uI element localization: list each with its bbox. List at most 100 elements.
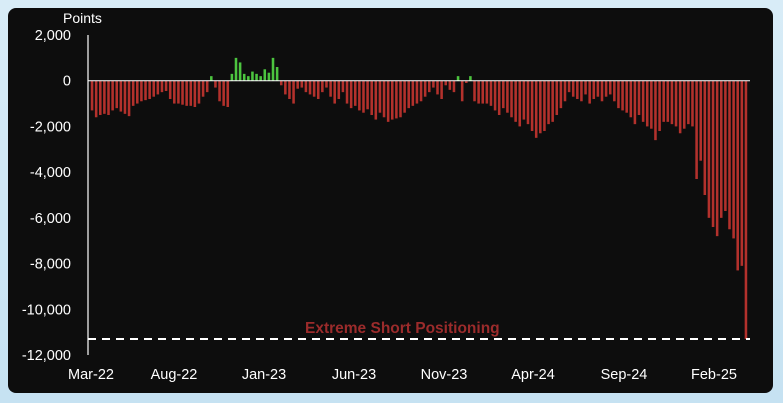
bar <box>613 80 616 102</box>
bar <box>337 80 341 99</box>
bar <box>316 80 320 99</box>
y-tick-label: 2,000 <box>35 28 71 44</box>
bar <box>428 80 431 93</box>
bar <box>571 80 575 97</box>
x-tick-label: Apr-24 <box>511 367 555 383</box>
bar <box>177 80 180 104</box>
bar <box>526 80 530 125</box>
bar <box>168 80 172 99</box>
bar <box>719 80 723 218</box>
bar <box>131 80 135 106</box>
bar <box>201 80 205 97</box>
bar <box>732 80 735 239</box>
bar <box>325 80 328 88</box>
bar <box>724 80 727 212</box>
bar <box>539 80 542 134</box>
bar <box>518 80 522 127</box>
bar <box>366 80 369 110</box>
bar <box>197 80 201 104</box>
x-tick-labels: Mar-22 Aug-22 Jan-23 Jun-23 Nov-23 Apr-24 Sep-… <box>68 367 737 383</box>
bar <box>390 80 394 120</box>
bar <box>370 80 373 115</box>
x-tick-label: Jan-23 <box>242 367 286 383</box>
bar <box>485 80 489 104</box>
bar <box>238 62 242 81</box>
bar <box>666 80 670 122</box>
bar <box>629 80 633 118</box>
bar <box>687 80 690 125</box>
bar <box>312 80 316 97</box>
bar <box>456 76 460 81</box>
bar <box>691 80 694 127</box>
bar <box>411 80 415 106</box>
bar <box>267 72 271 81</box>
bar <box>699 80 702 161</box>
bar <box>650 80 653 129</box>
bar <box>510 80 513 118</box>
bar <box>522 80 526 120</box>
y-tick-label: -8,000 <box>30 257 71 273</box>
bar <box>465 80 468 83</box>
bar <box>275 67 279 81</box>
bar <box>247 76 250 81</box>
x-tick-label: Aug-22 <box>151 367 198 383</box>
bar <box>382 80 386 118</box>
bar <box>625 80 628 113</box>
bar <box>543 80 546 131</box>
bar <box>736 80 739 271</box>
bar <box>419 80 423 102</box>
bar <box>127 80 131 117</box>
bar <box>189 80 193 106</box>
bar <box>173 80 176 104</box>
bar <box>588 80 591 104</box>
bar <box>193 80 197 107</box>
bar <box>592 80 596 99</box>
bar <box>304 80 308 93</box>
bar <box>386 80 390 122</box>
bar <box>140 80 143 102</box>
bar <box>695 80 698 179</box>
bar <box>493 80 497 111</box>
x-tick-label: Mar-22 <box>68 367 114 383</box>
bar <box>576 80 579 99</box>
bar <box>617 80 620 109</box>
bar <box>218 80 221 102</box>
bar <box>374 80 378 120</box>
bars-group <box>90 57 748 340</box>
y-axis-title: Points <box>63 10 102 26</box>
bar <box>740 80 744 266</box>
bar <box>444 80 448 86</box>
bar <box>514 80 517 122</box>
bar <box>99 80 102 115</box>
bar <box>551 80 554 122</box>
x-tick-label: Sep-24 <box>601 367 648 383</box>
bar <box>329 80 332 97</box>
bar <box>473 80 476 102</box>
bar <box>448 80 452 90</box>
bar <box>279 80 283 86</box>
bar <box>271 57 275 81</box>
bar <box>711 80 715 228</box>
bar <box>682 80 686 129</box>
bar <box>452 80 456 93</box>
y-tick-label: -2,000 <box>30 119 71 135</box>
bar <box>234 57 238 81</box>
y-tick-label: -10,000 <box>22 302 71 318</box>
bar <box>621 80 624 111</box>
bar <box>345 80 349 104</box>
bar <box>160 80 164 93</box>
y-tick-label: -12,000 <box>22 348 71 364</box>
bar <box>308 80 312 95</box>
points-bar-chart: Extreme Short Positioning Points 2,000 0 -… <box>22 10 750 383</box>
bar <box>432 80 435 88</box>
bar <box>678 80 682 134</box>
bar <box>358 80 361 111</box>
bar <box>715 80 719 237</box>
y-tick-label: 0 <box>63 74 71 90</box>
bar <box>534 80 538 138</box>
bar <box>210 76 213 81</box>
bar <box>263 69 267 81</box>
bar <box>205 80 209 93</box>
bar <box>226 80 230 107</box>
bar <box>423 80 427 97</box>
